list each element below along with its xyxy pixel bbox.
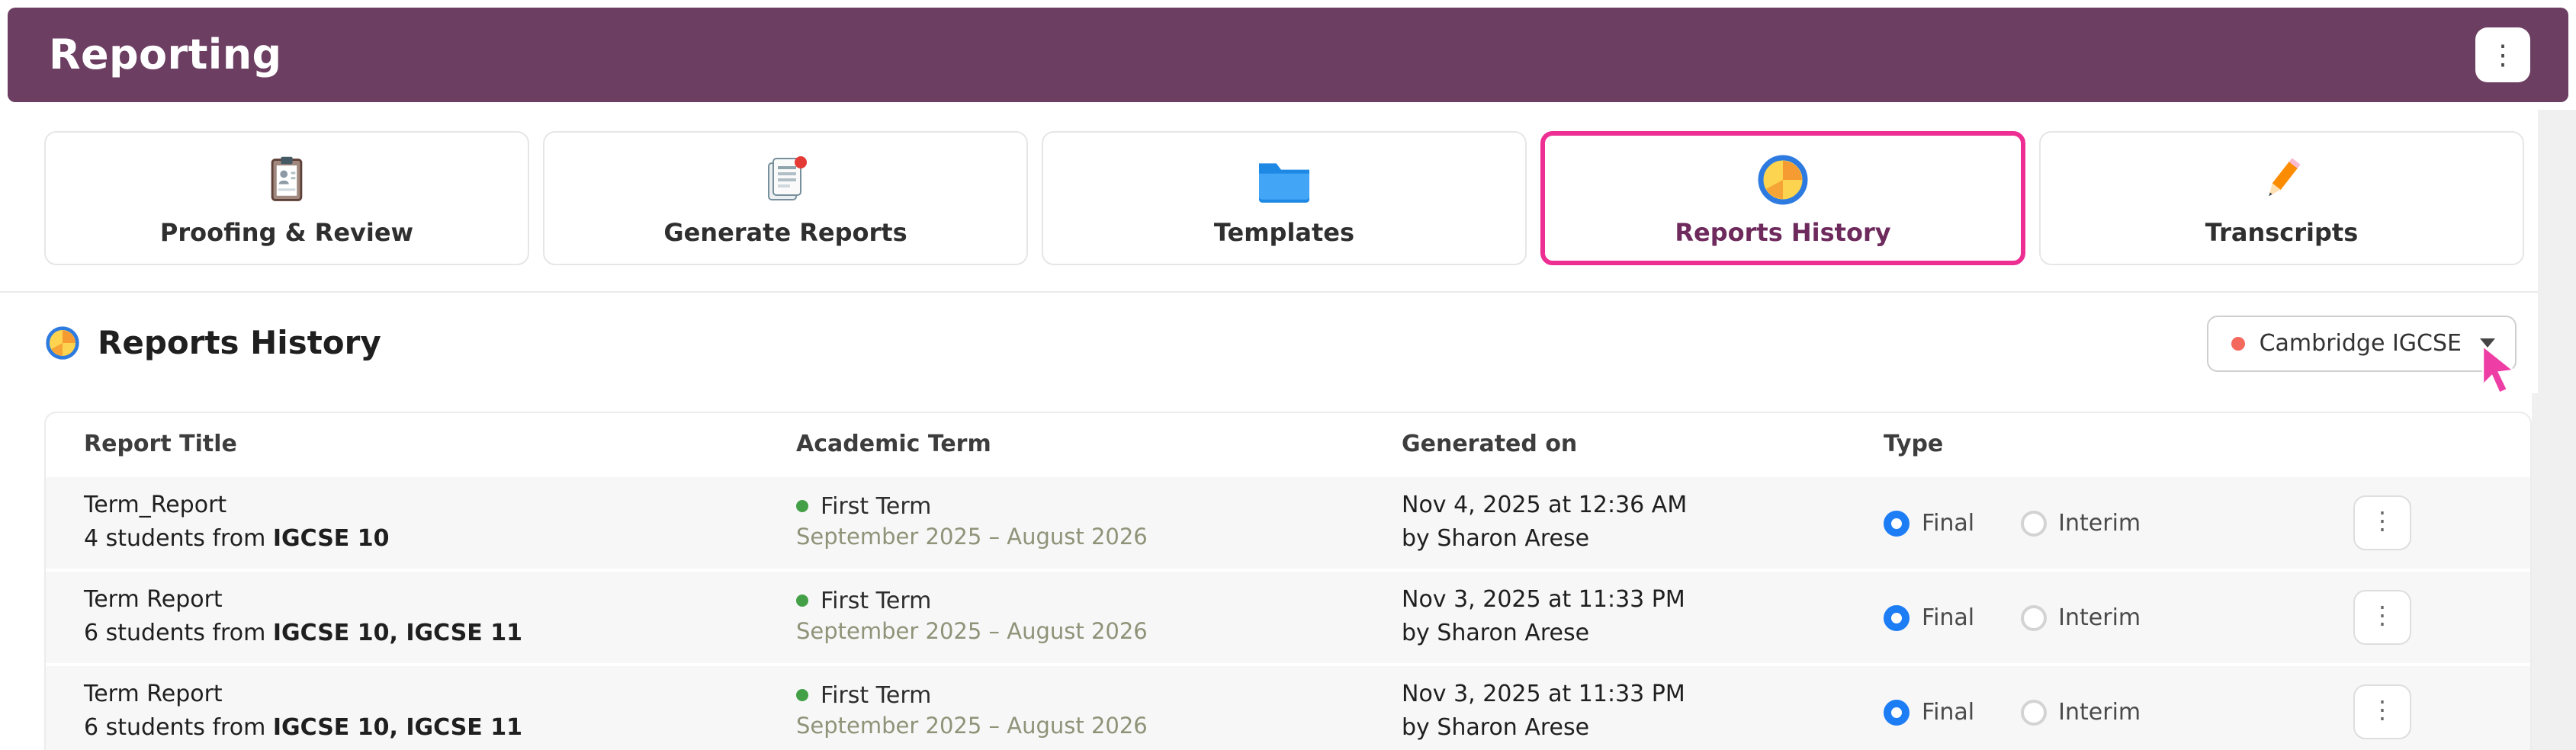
- row-menu-button[interactable]: ⋮: [2353, 684, 2411, 739]
- report-subtitle: 6 students from IGCSE 10, IGCSE 11: [84, 713, 522, 741]
- generated-by: by Sharon Arese: [1402, 619, 1590, 646]
- section-bar: Reports History Cambridge IGCSE: [0, 293, 2538, 393]
- term-range: September 2025 – August 2026: [796, 525, 1148, 550]
- term-range: September 2025 – August 2026: [796, 620, 1148, 645]
- col-type: Type: [1884, 430, 1944, 457]
- row-menu-button[interactable]: ⋮: [2353, 495, 2411, 550]
- radio-option-interim[interactable]: Interim: [2020, 698, 2141, 726]
- radio-icon: [2020, 699, 2047, 725]
- class-filter-dropdown[interactable]: Cambridge IGCSE: [2207, 315, 2517, 371]
- term-name: First Term: [821, 586, 932, 614]
- kebab-icon: ⋮: [2370, 698, 2395, 724]
- radio-option-final[interactable]: Final: [1884, 509, 1974, 537]
- generated-date: Nov 3, 2025 at 11:33 PM: [1402, 680, 1685, 708]
- table-row: Term_Report 4 students from IGCSE 10 Fir…: [46, 474, 2530, 569]
- header-menu-button[interactable]: ⋮: [2475, 27, 2530, 82]
- reports-history-icon: [1755, 149, 1810, 210]
- generated-by: by Sharon Arese: [1402, 713, 1590, 741]
- report-subtitle: 4 students from IGCSE 10: [84, 524, 390, 552]
- table-body: Term_Report 4 students from IGCSE 10 Fir…: [46, 474, 2530, 750]
- term-status-dot: [796, 689, 808, 702]
- page-title: Reporting: [49, 31, 282, 79]
- tab-generate-reports[interactable]: Generate Reports: [543, 131, 1028, 265]
- radio-option-interim[interactable]: Interim: [2020, 509, 2141, 537]
- chevron-down-icon: [2480, 338, 2495, 348]
- tab-label: Templates: [1213, 218, 1355, 247]
- section-title: Reports History: [98, 325, 381, 361]
- table-row: Term Report 6 students from IGCSE 10, IG…: [46, 663, 2530, 750]
- generated-date: Nov 3, 2025 at 11:33 PM: [1402, 585, 1685, 614]
- report-title: Term Report: [84, 680, 223, 708]
- term-name: First Term: [821, 492, 932, 520]
- tab-reports-history[interactable]: Reports History: [1540, 131, 2025, 265]
- table-header-row: Report Title Academic Term Generated on …: [46, 413, 2530, 474]
- col-generated-on: Generated on: [1402, 430, 1578, 457]
- term-status-dot: [796, 500, 808, 513]
- radio-option-final[interactable]: Final: [1884, 698, 1974, 726]
- kebab-icon: ⋮: [2370, 604, 2395, 630]
- generated-date: Nov 4, 2025 at 12:36 AM: [1402, 491, 1688, 519]
- tab-label: Proofing & Review: [159, 218, 414, 247]
- report-title: Term Report: [84, 585, 223, 614]
- row-menu-button[interactable]: ⋮: [2353, 590, 2411, 645]
- radio-icon: [1884, 510, 1910, 536]
- tabs-strip: Proofing & Review Generate Reports Templ…: [0, 102, 2538, 293]
- right-gutter: [2532, 110, 2576, 750]
- report-subtitle: 6 students from IGCSE 10, IGCSE 11: [84, 619, 522, 646]
- templates-icon: [1254, 149, 1315, 210]
- proofing-review-icon: [261, 149, 313, 210]
- tab-templates[interactable]: Templates: [1042, 131, 1527, 265]
- tab-label: Generate Reports: [663, 218, 907, 247]
- kebab-icon: ⋮: [2489, 40, 2517, 70]
- filter-status-dot: [2231, 336, 2246, 350]
- tabs-row: Proofing & Review Generate Reports Templ…: [44, 131, 2538, 265]
- reports-history-icon: [44, 325, 81, 361]
- section-title-wrap: Reports History: [44, 325, 381, 361]
- radio-icon: [1884, 604, 1910, 630]
- app-header: Reporting ⋮: [8, 8, 2568, 102]
- transcripts-icon: [2254, 149, 2309, 210]
- term-name: First Term: [821, 681, 932, 709]
- tab-transcripts[interactable]: Transcripts: [2039, 131, 2524, 265]
- radio-icon: [2020, 604, 2047, 630]
- generate-reports-icon: [758, 149, 813, 210]
- mouse-cursor-icon: [2477, 344, 2523, 401]
- tab-label: Transcripts: [2205, 218, 2359, 247]
- generated-by: by Sharon Arese: [1402, 524, 1590, 552]
- radio-option-interim[interactable]: Interim: [2020, 604, 2141, 631]
- term-status-dot: [796, 595, 808, 607]
- filter-label: Cambridge IGCSE: [2259, 329, 2462, 357]
- report-title: Term_Report: [84, 491, 227, 519]
- col-report-title: Report Title: [84, 430, 237, 457]
- radio-icon: [1884, 699, 1910, 725]
- table-row: Term Report 6 students from IGCSE 10, IG…: [46, 569, 2530, 663]
- reports-table: Report Title Academic Term Generated on …: [44, 412, 2532, 750]
- tab-label: Reports History: [1675, 218, 1891, 247]
- col-academic-term: Academic Term: [796, 430, 991, 457]
- radio-option-final[interactable]: Final: [1884, 604, 1974, 631]
- term-range: September 2025 – August 2026: [796, 714, 1148, 739]
- radio-icon: [2020, 510, 2047, 536]
- kebab-icon: ⋮: [2370, 509, 2395, 535]
- tab-proofing-review[interactable]: Proofing & Review: [44, 131, 529, 265]
